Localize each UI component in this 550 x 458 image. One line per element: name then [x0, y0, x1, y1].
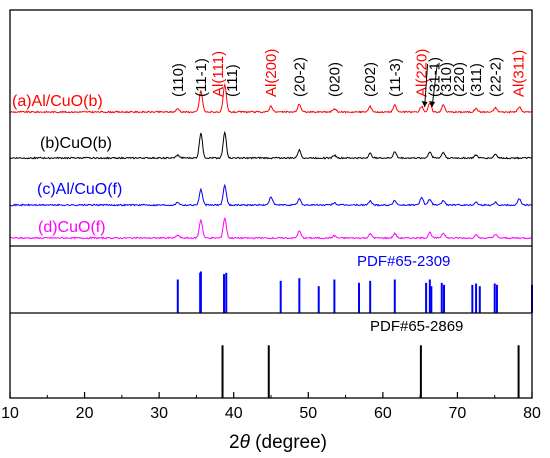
- peak-annotation: (20-2): [291, 57, 308, 97]
- reference-panel-2309: PDF#65-2309: [176, 253, 533, 313]
- x-tick-label: 30: [150, 405, 168, 422]
- xrd-series-line: [9, 130, 533, 160]
- peak-annotation: Al(200): [263, 49, 280, 97]
- peak-annotation: (110): [170, 63, 187, 97]
- reference-label: PDF#65-2869: [370, 318, 463, 335]
- peak-annotation: Al(111): [210, 51, 227, 97]
- annotation-arrow: [424, 63, 429, 108]
- x-tick-label: 60: [374, 405, 392, 422]
- x-axis-label-prefix: 2: [229, 432, 240, 453]
- peak-annotations: (110) (11-1) Al(111)(111) Al(200) (20-2) (020…: [170, 49, 528, 108]
- peak-annotation: (31-1): [426, 57, 443, 97]
- annotation-arrow: [431, 63, 438, 108]
- annotation-arrowhead: [429, 101, 436, 107]
- peak-annotation: (11-3): [387, 58, 404, 97]
- xrd-series-line: [10, 183, 533, 207]
- peak-annotation: (202): [362, 62, 379, 97]
- x-axis-label: 2θ (degree): [229, 432, 327, 453]
- xrd-series-line: [9, 217, 533, 240]
- x-tick-label: 70: [449, 405, 467, 422]
- xrd-series-line: [9, 82, 533, 114]
- annotation-arrowhead: [421, 101, 428, 107]
- reference-panel-2869: PDF#65-2869: [221, 318, 520, 398]
- axes: 10 20 30 40 50 60 70 80: [1, 9, 541, 422]
- x-axis-label-theta: θ: [240, 432, 251, 453]
- peak-annotation: (11-1): [193, 58, 210, 97]
- x-tick-label: 40: [225, 405, 243, 422]
- reference-label: PDF#65-2309: [357, 253, 450, 270]
- peak-annotation: (020): [326, 62, 343, 97]
- series-label: (d)CuO(f): [38, 219, 106, 236]
- series-label: (c)Al/CuO(f): [37, 181, 122, 198]
- series-label: (b)CuO(b): [40, 135, 112, 152]
- peak-annotation: (311): [468, 63, 485, 97]
- peak-annotation: (220): [451, 62, 468, 97]
- x-tick-label: 10: [1, 405, 19, 422]
- x-tick-label: 20: [76, 405, 94, 422]
- x-axis-label-suffix: (degree): [250, 432, 327, 453]
- x-tick-label: 80: [523, 405, 541, 422]
- peak-annotation: Al(311): [511, 50, 528, 97]
- series-label: (a)Al/CuO(b): [12, 93, 103, 110]
- peak-annotation: (22-2): [488, 57, 505, 97]
- peak-annotation: (111): [224, 64, 241, 97]
- x-tick-label: 50: [299, 405, 317, 422]
- peak-annotation: (310): [438, 62, 455, 97]
- patterns-panel: (a)Al/CuO(b) (b)CuO(b) (c)Al/CuO(f) (d)CuO(…: [9, 82, 533, 240]
